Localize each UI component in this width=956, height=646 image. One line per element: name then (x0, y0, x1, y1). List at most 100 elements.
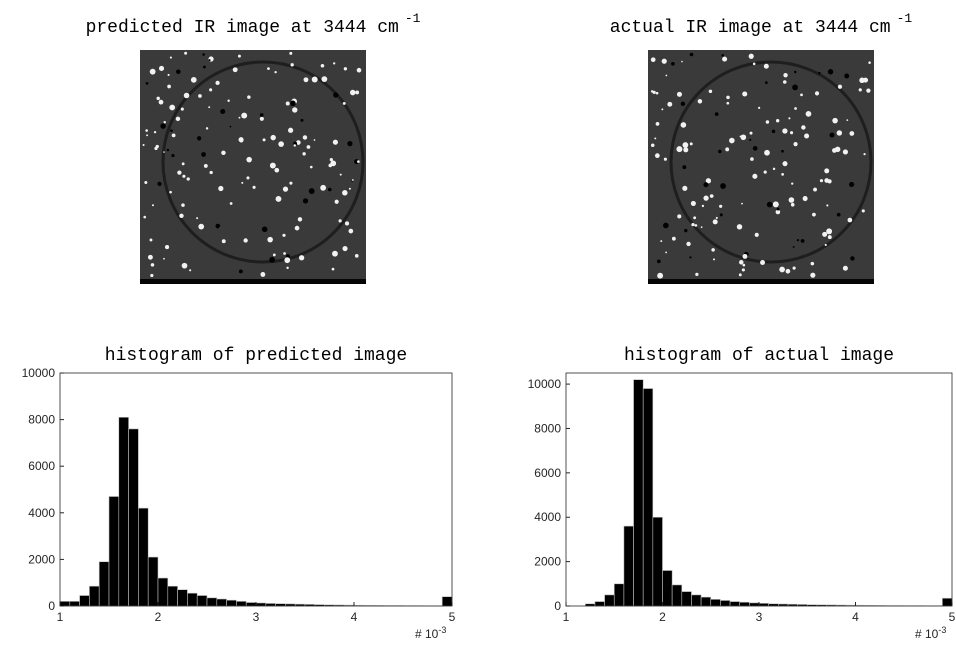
speckle (146, 134, 149, 137)
speckle (781, 172, 784, 176)
speckle (169, 190, 172, 194)
speckle (202, 53, 205, 56)
speckle (665, 74, 668, 77)
speckle (801, 125, 806, 130)
speckle (667, 101, 673, 107)
speckle (262, 138, 266, 142)
speckle (775, 209, 781, 215)
speckle (793, 141, 798, 147)
speckle (726, 101, 730, 105)
speckle (190, 76, 197, 83)
speckle (800, 93, 803, 97)
histogram-bar (167, 585, 178, 607)
x-tick-label: 5 (449, 610, 456, 624)
speckle (278, 141, 284, 147)
speckle (297, 217, 303, 222)
speckle (650, 57, 656, 63)
speckle (676, 146, 683, 153)
speckle (313, 139, 316, 141)
speckle (824, 168, 830, 174)
speckle (158, 65, 165, 72)
speckle (785, 268, 791, 274)
speckle (682, 185, 688, 191)
speckle (179, 213, 184, 219)
x-tick-label: 4 (852, 610, 859, 624)
histogram-bar (108, 496, 120, 607)
speckle (201, 152, 206, 157)
speckle (150, 263, 155, 267)
speckle (296, 140, 301, 145)
speckle (147, 254, 153, 260)
histogram-bar (157, 577, 169, 607)
speckle (142, 144, 145, 147)
speckle (286, 266, 289, 270)
speckle (680, 101, 686, 106)
speckle (144, 180, 148, 184)
speckle (196, 217, 199, 220)
speckle (157, 181, 162, 187)
speckle (246, 176, 250, 180)
speckle (827, 69, 834, 75)
speckle (782, 161, 788, 167)
speckle (722, 56, 728, 62)
speckle (711, 248, 715, 252)
speckle (712, 258, 715, 261)
speckle (355, 90, 360, 95)
speckle (748, 53, 754, 59)
speckle (858, 88, 862, 92)
speckle (176, 69, 181, 75)
speckle (220, 109, 226, 115)
speckle (311, 76, 318, 83)
speckle (183, 92, 190, 99)
speckle (167, 84, 171, 89)
speckle (342, 245, 348, 252)
histogram-bar (216, 598, 227, 607)
speckle (238, 116, 241, 119)
speckle (657, 272, 664, 279)
speckle (229, 125, 232, 128)
speckle (765, 120, 770, 124)
speckle (221, 150, 226, 156)
speckle (351, 179, 354, 181)
speckle (151, 204, 155, 207)
speckle (320, 63, 325, 68)
speckle (682, 142, 689, 148)
y-tick-label: 8000 (534, 421, 561, 435)
speckle (695, 272, 699, 277)
speckle (259, 116, 264, 121)
speckle (209, 88, 213, 92)
histogram-bar (729, 601, 740, 607)
speckle (347, 140, 353, 147)
speckle (298, 255, 305, 261)
speckle (329, 158, 333, 162)
speckle (196, 136, 202, 141)
speckle (348, 187, 351, 190)
speckle (186, 177, 190, 181)
speckle (344, 221, 350, 226)
speckle (790, 202, 795, 207)
speckle (270, 134, 276, 141)
histogram-bar (681, 591, 692, 607)
speckle (269, 256, 275, 263)
speckle (331, 267, 335, 271)
speckle (681, 60, 683, 63)
speckle (700, 226, 703, 229)
speckle (663, 157, 667, 161)
histogram-bar (700, 596, 712, 607)
histogram-bar (236, 601, 247, 607)
speckle (290, 100, 296, 107)
speckle (849, 131, 855, 136)
speckle (749, 131, 753, 135)
speckle (150, 273, 154, 278)
speckle (760, 260, 766, 265)
speckle (788, 117, 791, 120)
speckle (819, 179, 824, 183)
speckle (289, 51, 293, 55)
speckle (721, 54, 724, 57)
speckle (718, 149, 722, 154)
speckle (790, 131, 794, 135)
speckle (714, 112, 719, 117)
speckle (861, 209, 865, 213)
histogram-bar (623, 525, 634, 607)
y-tick-label: 4000 (28, 506, 55, 520)
